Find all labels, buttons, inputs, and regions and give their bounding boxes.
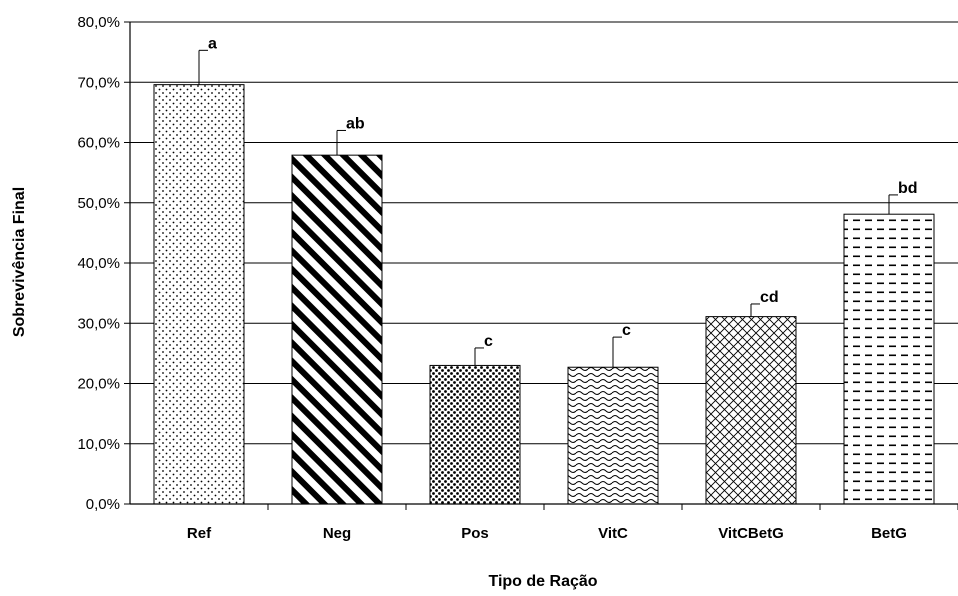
bar-vitc: [567, 366, 659, 505]
bars: [153, 84, 935, 505]
significance-label: a: [208, 35, 217, 52]
bar-ref: [153, 84, 245, 505]
error-bars: [198, 49, 898, 368]
bar-betg: [843, 213, 935, 505]
y-tick-label: 30,0%: [77, 315, 120, 332]
y-tick-label: 60,0%: [77, 135, 120, 152]
significance-label: c: [622, 322, 631, 339]
axes: [124, 21, 958, 510]
significance-label: ab: [346, 115, 365, 132]
gridlines: [130, 21, 958, 445]
x-axis-title: Tipo de Ração: [488, 573, 597, 590]
y-tick-label: 0,0%: [86, 496, 120, 513]
significance-label: bd: [898, 180, 918, 197]
significance-label: c: [484, 333, 493, 350]
category-label: BetG: [871, 525, 907, 542]
y-tick-label: 20,0%: [77, 376, 120, 393]
y-tick-label: 70,0%: [77, 74, 120, 91]
bar-pos: [429, 364, 521, 505]
bar-vitcbetg: [705, 316, 797, 505]
category-label: Ref: [187, 525, 212, 542]
bar-neg: [291, 154, 383, 505]
y-tick-label: 40,0%: [77, 255, 120, 272]
category-label: Pos: [461, 525, 489, 542]
y-tick-label: 10,0%: [77, 436, 120, 453]
category-label: Neg: [323, 525, 351, 542]
y-tick-label: 80,0%: [77, 14, 120, 31]
labels: 0,0% 10,0% 20,0% 30,0% 40,0% 50,0% 60,0% 70,0% 8…: [77, 14, 917, 542]
category-label: VitCBetG: [718, 525, 784, 542]
y-axis-title: Sobrevivência Final: [11, 187, 28, 337]
category-label: VitC: [598, 525, 628, 542]
significance-label: cd: [760, 289, 779, 306]
y-tick-label: 50,0%: [77, 195, 120, 212]
